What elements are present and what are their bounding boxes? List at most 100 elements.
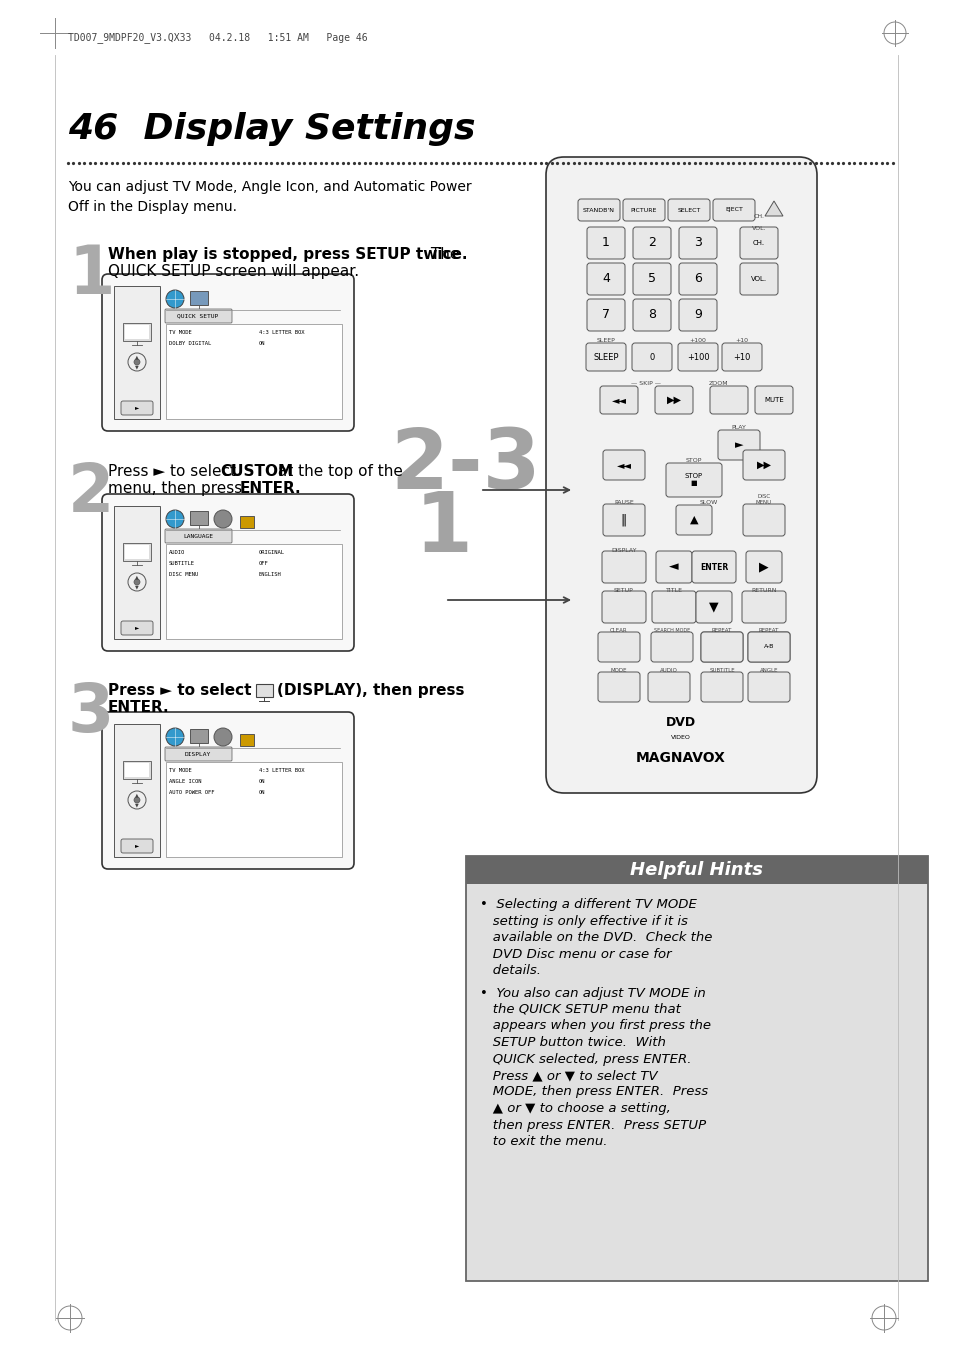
Bar: [190, 290, 208, 305]
Text: SUBTITLE: SUBTITLE: [169, 561, 194, 566]
FancyBboxPatch shape: [712, 199, 754, 222]
Text: 8: 8: [647, 308, 656, 322]
Text: Helpful Hints: Helpful Hints: [630, 861, 762, 880]
Text: ►: ►: [134, 405, 139, 411]
FancyBboxPatch shape: [622, 199, 664, 222]
Text: QUICK SETUP screen will appear.: QUICK SETUP screen will appear.: [108, 263, 358, 280]
Bar: [113, 286, 160, 419]
Text: ▼: ▼: [135, 365, 139, 370]
Text: TV MODE: TV MODE: [169, 330, 192, 335]
Text: OFF: OFF: [258, 561, 269, 566]
Text: EJECT: EJECT: [724, 208, 742, 212]
Circle shape: [166, 509, 184, 528]
FancyBboxPatch shape: [601, 590, 645, 623]
Text: menu, then press: menu, then press: [108, 481, 247, 496]
FancyBboxPatch shape: [165, 747, 232, 761]
Text: appears when you first press the: appears when you first press the: [479, 1020, 710, 1032]
FancyBboxPatch shape: [691, 551, 735, 584]
Text: QUICK selected, press ENTER.: QUICK selected, press ENTER.: [479, 1052, 691, 1066]
Text: ▶▶: ▶▶: [756, 459, 771, 470]
FancyBboxPatch shape: [676, 505, 711, 535]
FancyBboxPatch shape: [585, 343, 625, 372]
Text: SEARCH MODE: SEARCH MODE: [653, 628, 689, 634]
FancyBboxPatch shape: [718, 430, 760, 459]
Text: SLEEP: SLEEP: [596, 338, 615, 343]
Text: ▶▶: ▶▶: [666, 394, 680, 405]
Text: ►: ►: [134, 843, 139, 848]
FancyBboxPatch shape: [599, 386, 638, 413]
Text: 3: 3: [68, 680, 114, 746]
Text: 2: 2: [68, 459, 114, 526]
FancyBboxPatch shape: [121, 621, 152, 635]
Text: ON: ON: [258, 340, 265, 346]
Bar: [190, 730, 208, 743]
FancyBboxPatch shape: [598, 671, 639, 703]
FancyBboxPatch shape: [745, 551, 781, 584]
Bar: [123, 543, 151, 561]
Text: TITLE: TITLE: [665, 588, 681, 593]
Text: VOL.: VOL.: [751, 226, 765, 231]
Text: CLEAR: CLEAR: [610, 628, 627, 634]
Text: +100: +100: [686, 353, 709, 362]
Text: A-B: A-B: [763, 644, 774, 650]
FancyBboxPatch shape: [679, 263, 717, 295]
Polygon shape: [764, 201, 782, 216]
Text: ▼: ▼: [135, 802, 139, 808]
Text: SETUP button twice.  With: SETUP button twice. With: [479, 1036, 665, 1048]
FancyBboxPatch shape: [102, 712, 354, 869]
Text: — SKIP —: — SKIP —: [630, 381, 660, 386]
Text: ORIGINAL: ORIGINAL: [258, 550, 285, 555]
Text: ►: ►: [134, 626, 139, 631]
Bar: [240, 516, 253, 528]
Text: TV MODE: TV MODE: [169, 767, 192, 773]
Circle shape: [133, 580, 140, 585]
Bar: [123, 323, 151, 340]
FancyBboxPatch shape: [667, 199, 709, 222]
Text: 6: 6: [694, 273, 701, 285]
Text: 0: 0: [649, 353, 654, 362]
Text: ▼: ▼: [708, 600, 718, 613]
Text: 4:3 LETTER BOX: 4:3 LETTER BOX: [258, 767, 304, 773]
Bar: [113, 724, 160, 857]
FancyBboxPatch shape: [655, 386, 692, 413]
Text: ANGLE ICON: ANGLE ICON: [169, 780, 201, 784]
Bar: [240, 734, 253, 746]
Bar: [166, 324, 341, 419]
Text: REPEAT: REPEAT: [758, 628, 779, 634]
Text: 3: 3: [694, 236, 701, 250]
Text: +10: +10: [733, 353, 750, 362]
FancyBboxPatch shape: [650, 632, 692, 662]
Text: 7: 7: [601, 308, 609, 322]
Text: CUSTOM: CUSTOM: [220, 463, 293, 480]
Text: setting is only effective if it is: setting is only effective if it is: [479, 915, 687, 928]
Text: CH.: CH.: [753, 213, 763, 219]
Text: ON: ON: [258, 790, 265, 794]
Text: then press ENTER.  Press SETUP: then press ENTER. Press SETUP: [479, 1119, 705, 1132]
FancyBboxPatch shape: [633, 299, 670, 331]
Text: the QUICK SETUP menu that: the QUICK SETUP menu that: [479, 1002, 680, 1016]
FancyBboxPatch shape: [679, 227, 717, 259]
Text: available on the DVD.  Check the: available on the DVD. Check the: [479, 931, 712, 944]
Text: ON: ON: [258, 780, 265, 784]
Text: STANDB'N: STANDB'N: [582, 208, 615, 212]
Text: details.: details.: [479, 965, 540, 977]
Text: LANGUAGE: LANGUAGE: [183, 534, 213, 539]
FancyBboxPatch shape: [700, 632, 742, 662]
FancyBboxPatch shape: [633, 227, 670, 259]
Text: The: The: [426, 247, 459, 262]
FancyBboxPatch shape: [602, 450, 644, 480]
Text: STOP
■: STOP ■: [684, 473, 702, 486]
Text: MAGNAVOX: MAGNAVOX: [636, 751, 725, 765]
Text: 4:3 LETTER BOX: 4:3 LETTER BOX: [258, 330, 304, 335]
Text: REPEAT: REPEAT: [711, 628, 731, 634]
Text: ENTER: ENTER: [700, 562, 727, 571]
Text: •  You also can adjust TV MODE in: • You also can adjust TV MODE in: [479, 986, 705, 1000]
FancyBboxPatch shape: [102, 274, 354, 431]
Text: 4: 4: [601, 273, 609, 285]
Text: 5: 5: [647, 273, 656, 285]
Text: +10: +10: [735, 338, 748, 343]
Text: VIDEO: VIDEO: [670, 735, 690, 740]
Circle shape: [133, 359, 140, 365]
Circle shape: [213, 509, 232, 528]
FancyBboxPatch shape: [700, 632, 742, 662]
